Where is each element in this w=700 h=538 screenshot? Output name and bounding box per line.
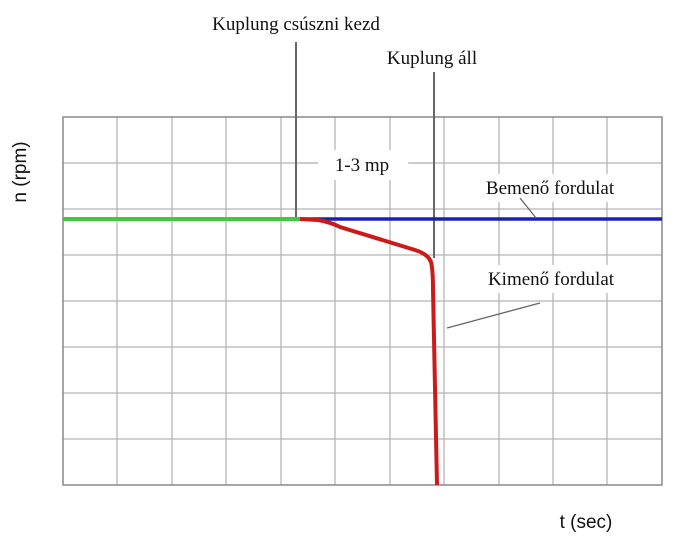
x-axis-label: t (sec) xyxy=(560,512,613,533)
label-backdrop xyxy=(460,174,642,202)
pointer xyxy=(519,197,537,219)
y-axis-label: n (rpm) xyxy=(10,141,31,202)
label-backdrop xyxy=(466,265,638,293)
annotation: Kuplung csúszni kezd xyxy=(212,14,380,35)
plot-frame xyxy=(62,116,663,486)
annotation: Kuplung áll xyxy=(387,48,477,69)
annotation: Bemenő fordulat xyxy=(486,178,615,199)
pointer xyxy=(446,302,541,329)
annotation: Kimenő fordulat xyxy=(488,269,615,290)
annotation: 1-3 mp xyxy=(335,155,389,176)
output-speed xyxy=(299,217,439,486)
label-backdrop xyxy=(318,150,408,180)
